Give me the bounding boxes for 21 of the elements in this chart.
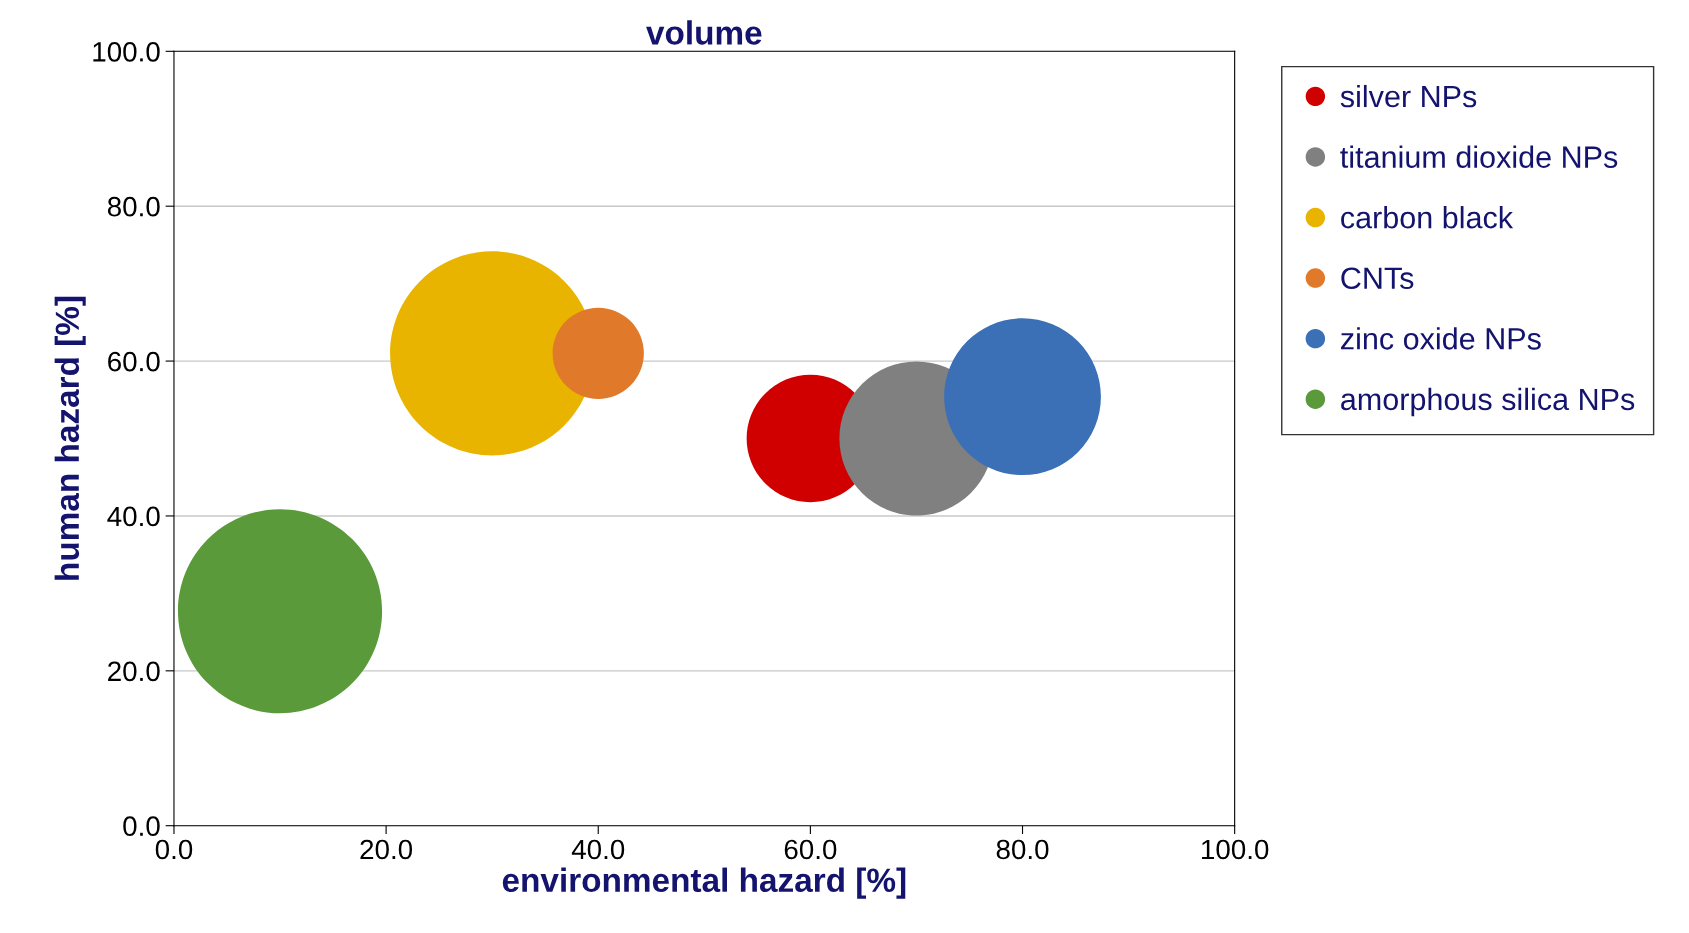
y-tick-label: 20.0 xyxy=(108,661,160,682)
x-tick-label: 40.0 xyxy=(571,839,625,860)
legend-label: CNTs xyxy=(1341,267,1414,290)
chart-title: volume xyxy=(646,20,762,45)
y-tick-label: 60.0 xyxy=(108,351,160,372)
x-axis-title: environmental hazard [%] xyxy=(502,867,906,899)
x-tick-label: 80.0 xyxy=(996,839,1049,860)
y-tick-label: 80.0 xyxy=(107,196,160,217)
legend-label: zinc oxide NPs xyxy=(1341,327,1541,350)
y-axis-title: human hazard [%] xyxy=(54,296,86,580)
y-tick-label: 40.0 xyxy=(107,506,160,527)
x-tick-label: 60.0 xyxy=(784,839,837,860)
x-tick-label: 20.0 xyxy=(360,839,413,860)
y-tick-label: 0.0 xyxy=(123,816,160,837)
legend-label: titanium dioxide NPs xyxy=(1340,145,1618,168)
y-tick-label: 100.0 xyxy=(93,41,160,62)
legend-label: amorphous silica NPs xyxy=(1341,387,1635,417)
legend-label: silver NPs xyxy=(1340,84,1477,108)
x-tick-label: 100.0 xyxy=(1202,839,1269,860)
legend-label: carbon black xyxy=(1341,206,1514,229)
x-tick-label: 0.0 xyxy=(155,839,193,860)
